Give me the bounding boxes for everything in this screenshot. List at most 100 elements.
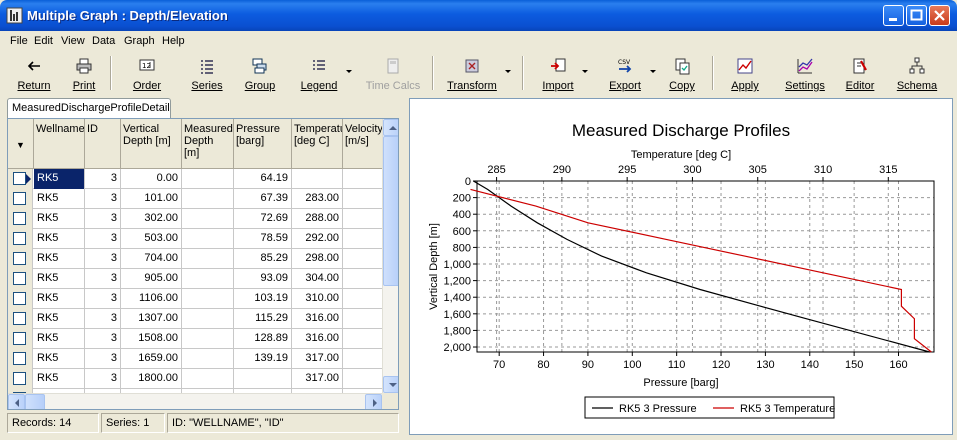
cell-velocity[interactable]: [343, 309, 383, 329]
cell-vertical-depth[interactable]: 101.00: [121, 189, 182, 209]
cell-measured-depth[interactable]: [182, 249, 234, 269]
cell-pressure[interactable]: 64.19: [234, 169, 292, 189]
table-row[interactable]: RK5 3 101.00 67.39 283.00: [8, 189, 383, 209]
cell-id[interactable]: 3: [85, 229, 121, 249]
vertical-scrollbar[interactable]: [382, 119, 398, 393]
tab-measured-discharge-profile-detail[interactable]: MeasuredDischargeProfileDetail: [7, 98, 171, 118]
cell-vertical-depth[interactable]: 1508.00: [121, 329, 182, 349]
row-selector[interactable]: [8, 269, 33, 289]
table-row[interactable]: RK5 3 0.00 64.19: [8, 169, 383, 189]
menu-view[interactable]: View: [61, 35, 85, 47]
cell-pressure[interactable]: 93.09: [234, 269, 292, 289]
row-checkbox[interactable]: [13, 332, 26, 345]
close-button[interactable]: [929, 5, 950, 26]
cell-temperature[interactable]: 283.00: [292, 189, 343, 209]
settings-button[interactable]: Settings: [780, 53, 830, 95]
cell-id[interactable]: 3: [85, 349, 121, 369]
cell-velocity[interactable]: [343, 269, 383, 289]
cell-velocity[interactable]: [343, 289, 383, 309]
maximize-button[interactable]: [906, 5, 927, 26]
import-button[interactable]: Import: [536, 53, 580, 95]
cell-temperature[interactable]: [292, 169, 343, 189]
table-row[interactable]: RK5 3 704.00 85.29 298.00: [8, 249, 383, 269]
cell-id[interactable]: 3: [85, 289, 121, 309]
horizontal-scroll-thumb[interactable]: [25, 394, 45, 409]
cell-pressure[interactable]: 78.59: [234, 229, 292, 249]
cell-id[interactable]: 3: [85, 369, 121, 389]
cell-temperature[interactable]: 310.00: [292, 289, 343, 309]
editor-button[interactable]: Editor: [840, 53, 880, 95]
cell-measured-depth[interactable]: [182, 369, 234, 389]
cell-temperature[interactable]: 298.00: [292, 249, 343, 269]
cell-velocity[interactable]: [343, 189, 383, 209]
vertical-scroll-thumb[interactable]: [383, 136, 398, 286]
cell-vertical-depth[interactable]: 1800.00: [121, 369, 182, 389]
cell-vertical-depth[interactable]: 302.00: [121, 209, 182, 229]
row-checkbox[interactable]: [13, 372, 26, 385]
cell-pressure[interactable]: 103.19: [234, 289, 292, 309]
scroll-down-button[interactable]: [383, 376, 398, 393]
row-selector[interactable]: [8, 349, 33, 369]
cell-wellname[interactable]: RK5: [34, 289, 85, 309]
grid-select-all[interactable]: ▼: [8, 119, 34, 169]
cell-id[interactable]: 3: [85, 169, 121, 189]
cell-velocity[interactable]: [343, 329, 383, 349]
row-checkbox[interactable]: [13, 292, 26, 305]
table-row[interactable]: RK5 3 1508.00 128.89 316.00: [8, 329, 383, 349]
cell-wellname[interactable]: RK5: [34, 169, 85, 189]
row-selector[interactable]: [8, 189, 33, 209]
table-row[interactable]: RK5 3 905.00 93.09 304.00: [8, 269, 383, 289]
return-button[interactable]: Return: [12, 53, 56, 95]
cell-measured-depth[interactable]: [182, 329, 234, 349]
cell-vertical-depth[interactable]: 1307.00: [121, 309, 182, 329]
column-header-id[interactable]: ID: [85, 119, 121, 169]
table-row[interactable]: RK5 3 1106.00 103.19 310.00: [8, 289, 383, 309]
row-checkbox[interactable]: [13, 232, 26, 245]
cell-wellname[interactable]: RK5: [34, 329, 85, 349]
column-header-wellname[interactable]: Wellname: [34, 119, 85, 169]
cell-pressure[interactable]: 72.69: [234, 209, 292, 229]
cell-wellname[interactable]: RK5: [34, 189, 85, 209]
table-row[interactable]: RK5 3 302.00 72.69 288.00: [8, 209, 383, 229]
row-selector[interactable]: [8, 309, 33, 329]
menu-graph[interactable]: Graph: [124, 35, 155, 47]
row-selector[interactable]: [8, 329, 33, 349]
export-button[interactable]: CSV Export: [609, 59, 641, 92]
cell-vertical-depth[interactable]: 1659.00: [121, 349, 182, 369]
transform-dropdown-arrow-icon[interactable]: [505, 70, 511, 73]
cell-temperature[interactable]: 288.00: [292, 209, 343, 229]
cell-wellname[interactable]: RK5: [34, 369, 85, 389]
panel-splitter[interactable]: [403, 98, 407, 435]
cell-wellname[interactable]: RK5: [34, 309, 85, 329]
row-checkbox[interactable]: [13, 172, 26, 185]
cell-temperature[interactable]: 292.00: [292, 229, 343, 249]
row-selector[interactable]: [8, 209, 33, 229]
cell-temperature[interactable]: 317.00: [292, 349, 343, 369]
cell-pressure[interactable]: 85.29: [234, 249, 292, 269]
series-button[interactable]: Series: [184, 53, 230, 95]
cell-velocity[interactable]: [343, 249, 383, 269]
cell-velocity[interactable]: [343, 209, 383, 229]
cell-wellname[interactable]: RK5: [34, 209, 85, 229]
cell-id[interactable]: 3: [85, 249, 121, 269]
cell-measured-depth[interactable]: [182, 349, 234, 369]
row-selector[interactable]: [8, 169, 33, 189]
row-checkbox[interactable]: [13, 312, 26, 325]
row-checkbox[interactable]: [13, 192, 26, 205]
transform-button[interactable]: Transform: [440, 53, 504, 95]
cell-vertical-depth[interactable]: 1106.00: [121, 289, 182, 309]
cell-temperature[interactable]: 316.00: [292, 309, 343, 329]
row-checkbox[interactable]: [13, 252, 26, 265]
cell-pressure[interactable]: 128.89: [234, 329, 292, 349]
cell-vertical-depth[interactable]: 905.00: [121, 269, 182, 289]
cell-velocity[interactable]: [343, 369, 383, 389]
cell-id[interactable]: 3: [85, 209, 121, 229]
cell-pressure[interactable]: 139.19: [234, 349, 292, 369]
cell-measured-depth[interactable]: [182, 209, 234, 229]
cell-temperature[interactable]: 304.00: [292, 269, 343, 289]
cell-pressure[interactable]: 115.29: [234, 309, 292, 329]
cell-velocity[interactable]: [343, 229, 383, 249]
row-selector[interactable]: [8, 249, 33, 269]
column-header-measured-depth[interactable]: Measured Depth [m]: [182, 119, 234, 169]
cell-measured-depth[interactable]: [182, 229, 234, 249]
